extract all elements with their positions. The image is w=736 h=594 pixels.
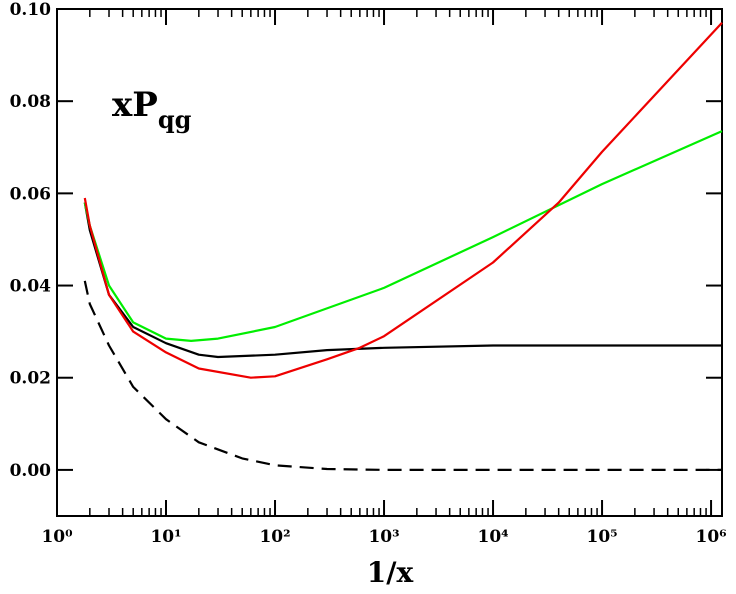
x-tick-label: 10⁵ (586, 527, 617, 547)
x-axis-label: 1/x (367, 556, 414, 589)
annotation-subscript: qg (158, 105, 192, 134)
x-tick-label: 10¹ (150, 527, 181, 547)
data-line (83, 130, 723, 342)
data-line (83, 22, 723, 379)
plot-frame (56, 8, 723, 517)
x-tick-label: 10² (259, 527, 290, 547)
data-line (83, 280, 722, 471)
x-tick-label: 10⁶ (696, 527, 727, 547)
annotation: xPqg (112, 85, 192, 134)
y-tick-label: 0.08 (10, 92, 51, 112)
x-tick-label: 10⁴ (477, 527, 508, 547)
y-tick-label: 0.02 (10, 369, 51, 389)
x-tick-label: 10⁰ (41, 527, 72, 547)
y-tick-label: 0.04 (10, 277, 52, 297)
y-tick-label: 0.06 (10, 184, 51, 204)
annotation-main: xP (112, 85, 158, 125)
y-tick-label: 0.10 (10, 0, 52, 20)
x-tick-label: 10³ (368, 527, 399, 547)
y-tick-label: 0.00 (10, 461, 52, 481)
